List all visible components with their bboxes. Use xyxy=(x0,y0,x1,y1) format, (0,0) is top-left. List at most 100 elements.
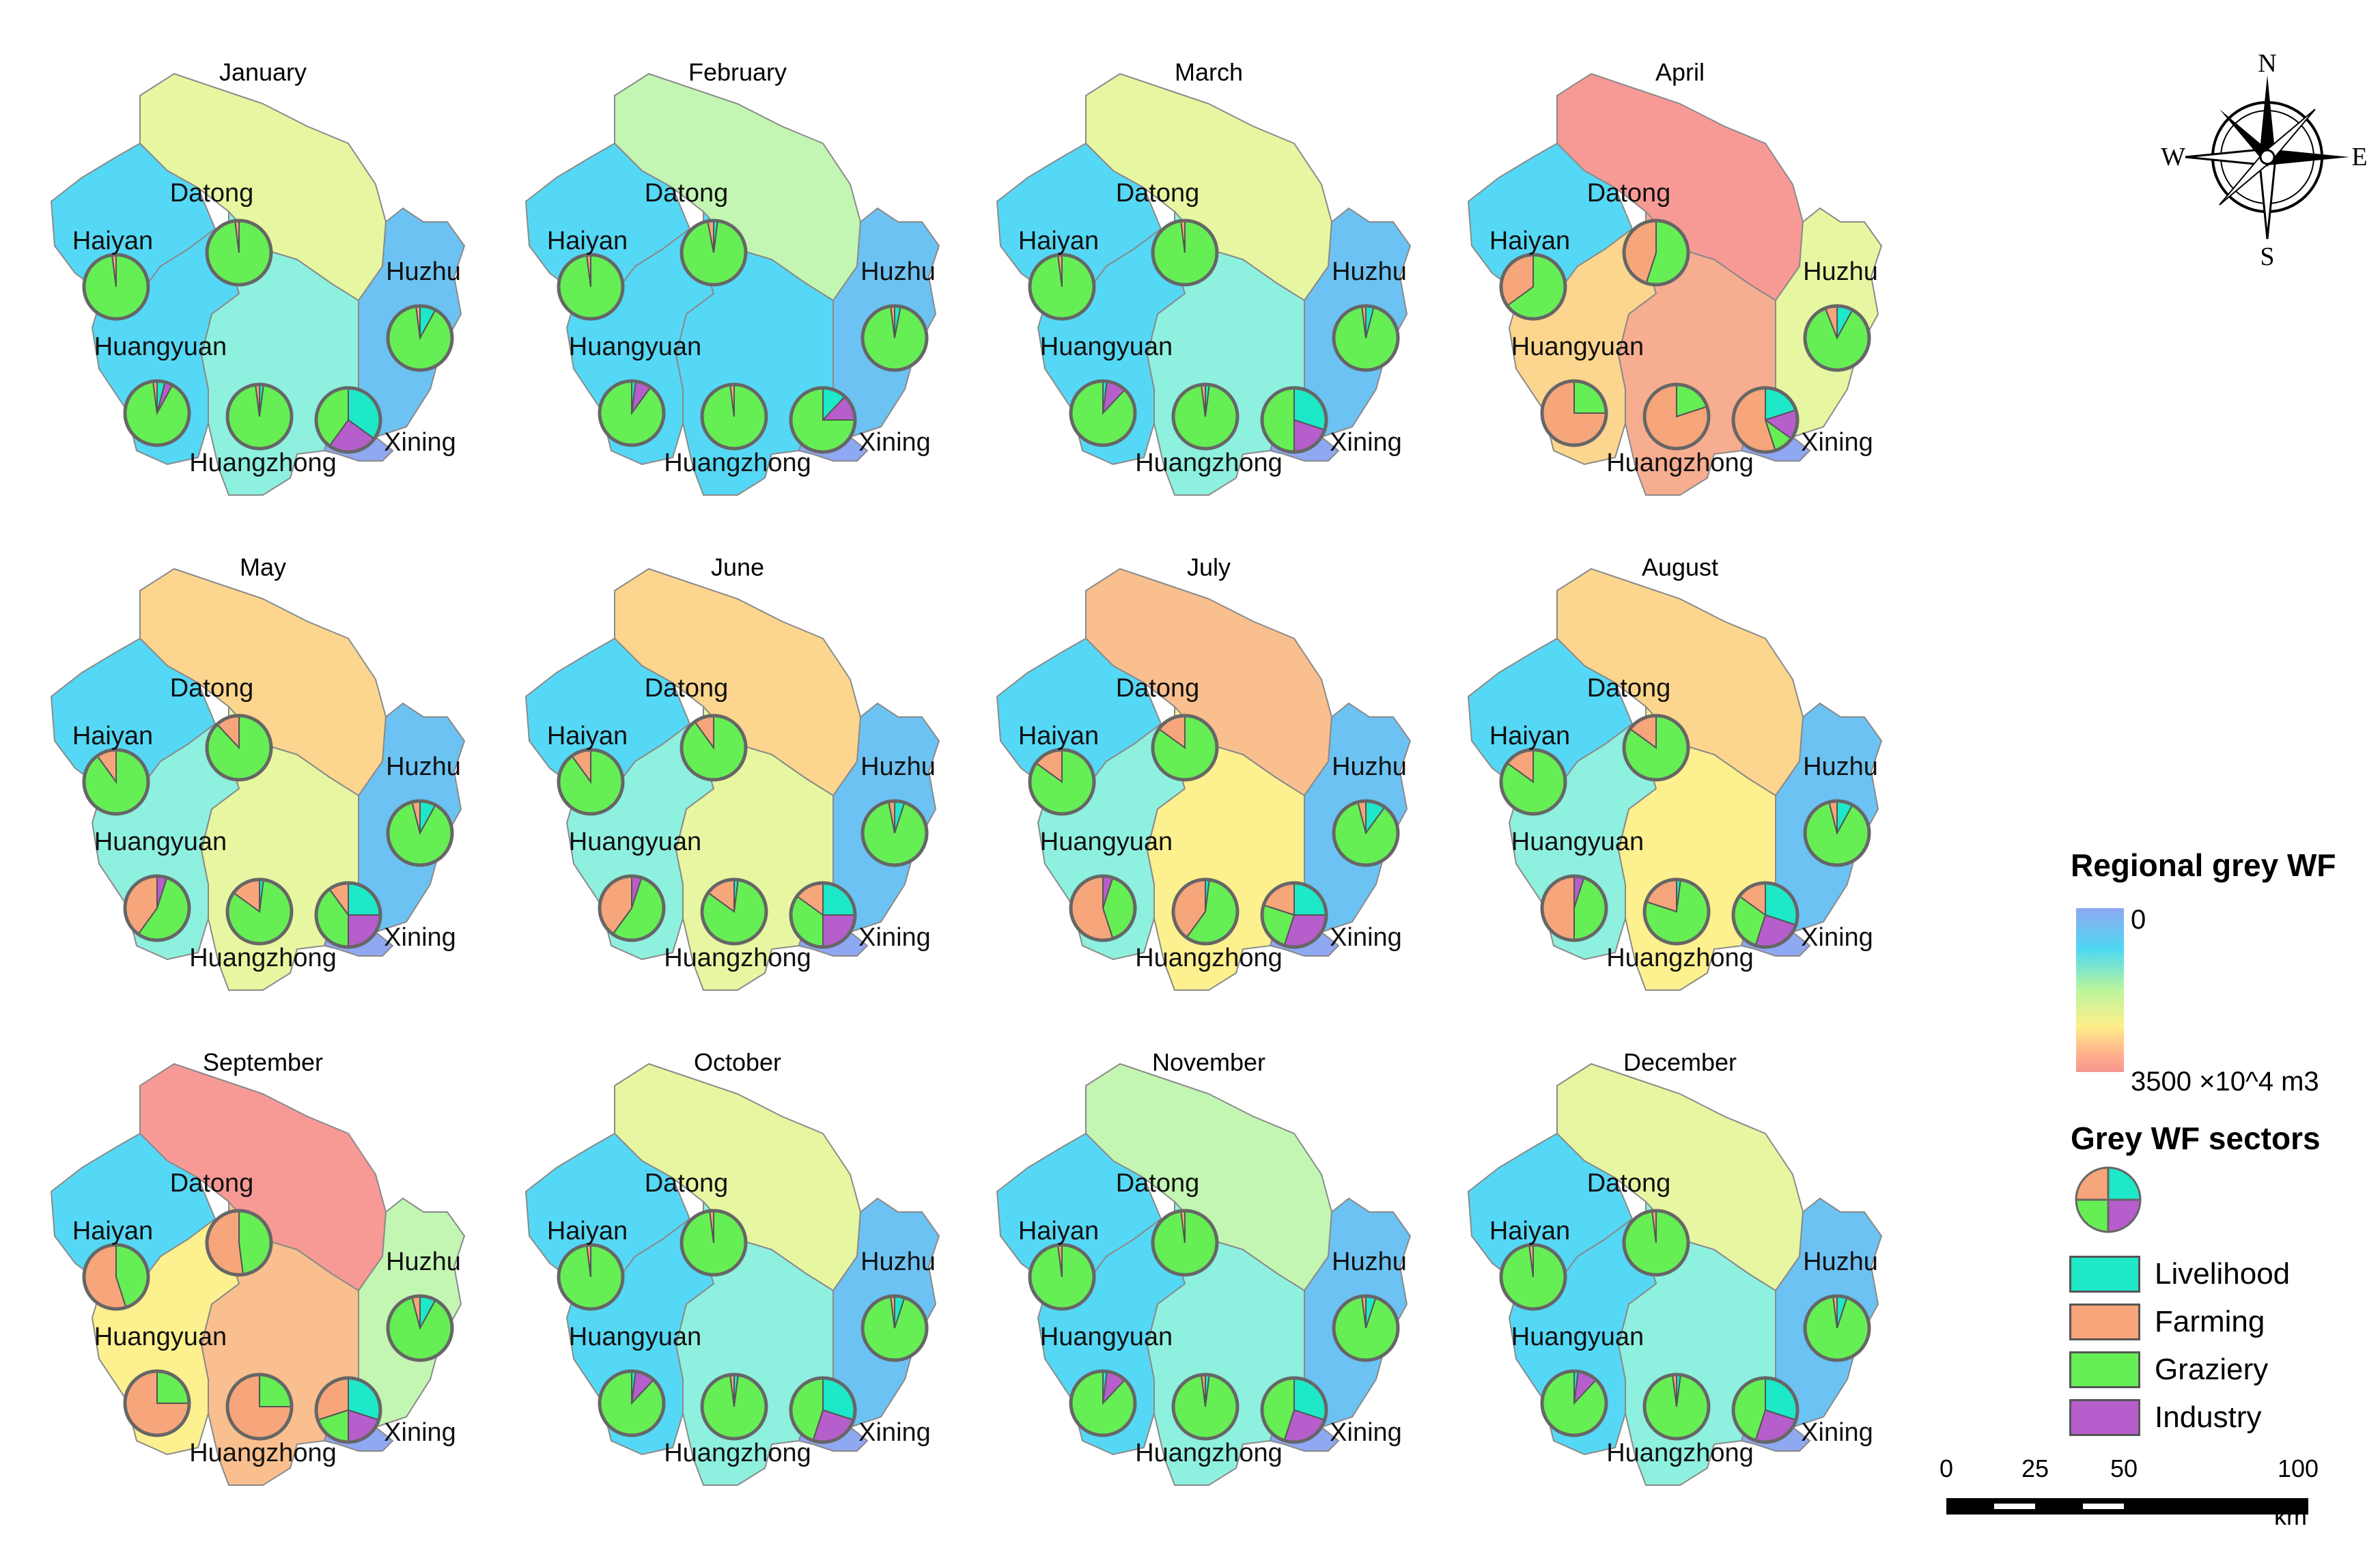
north-arrow-compass: N S E W xyxy=(2151,48,2370,271)
sector-pie-datong xyxy=(680,219,748,287)
month-title: March xyxy=(1174,58,1244,86)
month-title: November xyxy=(1151,1048,1266,1076)
pie-outline-xining xyxy=(1731,1376,1800,1444)
pie-outline-huangyuan xyxy=(123,874,191,942)
pie-outline-huangyuan xyxy=(598,874,666,942)
pie-outline-haiyan xyxy=(1028,1243,1096,1311)
sector-pie-datong xyxy=(1151,714,1219,782)
sector-pie-huzhu xyxy=(386,304,454,372)
pie-outline-datong xyxy=(1622,714,1690,782)
county-label-xining: Xining xyxy=(384,923,456,952)
pie-outline-datong xyxy=(680,219,748,287)
sector-pie-xining xyxy=(1260,386,1328,454)
sector-pie-huangzhong xyxy=(700,877,768,946)
pie-outline-huzhu xyxy=(860,799,929,867)
sector-pie-datong xyxy=(1622,714,1690,782)
sector-pie-huangyuan xyxy=(123,874,191,942)
sector-pie-huangyuan xyxy=(1069,874,1137,942)
pie-outline-xining xyxy=(789,1376,857,1444)
pie-outline-huangyuan xyxy=(1540,874,1608,942)
sector-pie-haiyan xyxy=(82,253,150,321)
county-label-huzhu: Huzhu xyxy=(1332,257,1407,286)
scale-unit: km xyxy=(2274,1502,2307,1530)
county-map: Datong Haiyan Huzhu Huangyuan Huangzhong Xini… xyxy=(996,567,1412,991)
pie-outline-huangzhong xyxy=(1642,1372,1711,1441)
pie-outline-huangzhong xyxy=(1171,877,1240,946)
pie-outline-xining xyxy=(1260,881,1328,949)
county-label-xining: Xining xyxy=(1801,923,1873,952)
county-label-haiyan: Haiyan xyxy=(1489,722,1570,750)
farming-label: Farming xyxy=(2155,1305,2265,1338)
pie-outline-huzhu xyxy=(1803,304,1871,372)
sector-pie-huzhu xyxy=(386,799,454,867)
pie-outline-huangyuan xyxy=(1069,874,1137,942)
ramp-max-label: 3500 ×10^4 m3 xyxy=(2131,1067,2319,1097)
compass-s: S xyxy=(2260,242,2274,266)
pie-outline-huangyuan xyxy=(1540,379,1608,447)
pie-outline-xining xyxy=(1260,1376,1328,1444)
sector-pie-huangyuan xyxy=(1540,1369,1608,1437)
county-label-huangyuan: Huangyuan xyxy=(1040,1323,1173,1351)
sector-pie-datong xyxy=(1622,1209,1690,1277)
compass-e: E xyxy=(2351,143,2367,171)
county-label-huangyuan: Huangyuan xyxy=(569,828,701,856)
county-label-huangzhong: Huangzhong xyxy=(1606,944,1754,972)
pie-outline-haiyan xyxy=(82,253,150,321)
county-label-huangyuan: Huangyuan xyxy=(569,333,701,361)
county-label-huangzhong: Huangzhong xyxy=(1135,449,1283,477)
month-title: May xyxy=(239,553,286,581)
sector-pie-xining xyxy=(314,1376,382,1444)
pie-outline-xining xyxy=(314,881,382,949)
pie-outline-huangzhong xyxy=(1171,1372,1240,1441)
pie-outline-haiyan xyxy=(82,1243,150,1311)
county-label-datong: Datong xyxy=(1116,1169,1200,1198)
sector-pie-haiyan xyxy=(557,1243,625,1311)
scale-tick-25: 25 xyxy=(2021,1454,2049,1482)
county-label-xining: Xining xyxy=(1330,923,1402,952)
pie-outline-huzhu xyxy=(1803,1294,1871,1362)
pie-outline-datong xyxy=(680,1209,748,1277)
pie-outline-datong xyxy=(1151,1209,1219,1277)
county-label-huangzhong: Huangzhong xyxy=(1606,1439,1754,1467)
county-label-haiyan: Haiyan xyxy=(1018,1217,1099,1245)
county-label-huzhu: Huzhu xyxy=(1803,1248,1878,1276)
month-title: September xyxy=(202,1048,324,1076)
county-label-haiyan: Haiyan xyxy=(72,227,153,255)
county-label-xining: Xining xyxy=(1801,1418,1873,1447)
county-label-huangzhong: Huangzhong xyxy=(664,449,811,477)
county-label-huzhu: Huzhu xyxy=(386,257,461,286)
sector-pie-haiyan xyxy=(1028,1243,1096,1311)
sector-pie-huangyuan xyxy=(1069,1369,1137,1437)
scale-bar: 0 25 50 100 km xyxy=(1933,1454,2319,1536)
compass-w: W xyxy=(2161,143,2185,171)
pie-outline-xining xyxy=(789,881,857,949)
county-label-huangzhong: Huangzhong xyxy=(1135,1439,1283,1467)
county-label-huzhu: Huzhu xyxy=(860,752,936,781)
sector-pie-haiyan xyxy=(1028,253,1096,321)
county-label-huangyuan: Huangyuan xyxy=(1511,333,1644,361)
month-title: June xyxy=(710,553,765,581)
sector-pie-xining xyxy=(789,1376,857,1444)
county-label-huangzhong: Huangzhong xyxy=(189,944,337,972)
county-label-huzhu: Huzhu xyxy=(1332,752,1407,781)
pie-outline-xining xyxy=(1260,386,1328,454)
county-label-huzhu: Huzhu xyxy=(1803,752,1878,781)
livelihood-swatch xyxy=(2069,1256,2140,1293)
pie-outline-haiyan xyxy=(1499,1243,1567,1311)
county-label-datong: Datong xyxy=(1116,179,1200,208)
pie-outline-huangyuan xyxy=(598,1369,666,1437)
sector-pie-haiyan xyxy=(1499,1243,1567,1311)
pie-outline-huzhu xyxy=(1332,1294,1400,1362)
regional-color-ramp xyxy=(2076,908,2124,1072)
month-title: August xyxy=(1641,553,1719,581)
county-label-datong: Datong xyxy=(645,1169,729,1198)
pie-outline-huangzhong xyxy=(700,382,768,451)
scale-tick-100: 100 xyxy=(2278,1454,2319,1482)
sector-pie-xining xyxy=(1731,881,1800,949)
county-label-xining: Xining xyxy=(858,428,931,457)
county-map: Datong Haiyan Huzhu Huangyuan Huangzhong Xini… xyxy=(524,567,940,991)
pie-outline-xining xyxy=(314,386,382,454)
sector-pie-huzhu xyxy=(1803,304,1871,372)
sector-pie-datong xyxy=(1151,219,1219,287)
